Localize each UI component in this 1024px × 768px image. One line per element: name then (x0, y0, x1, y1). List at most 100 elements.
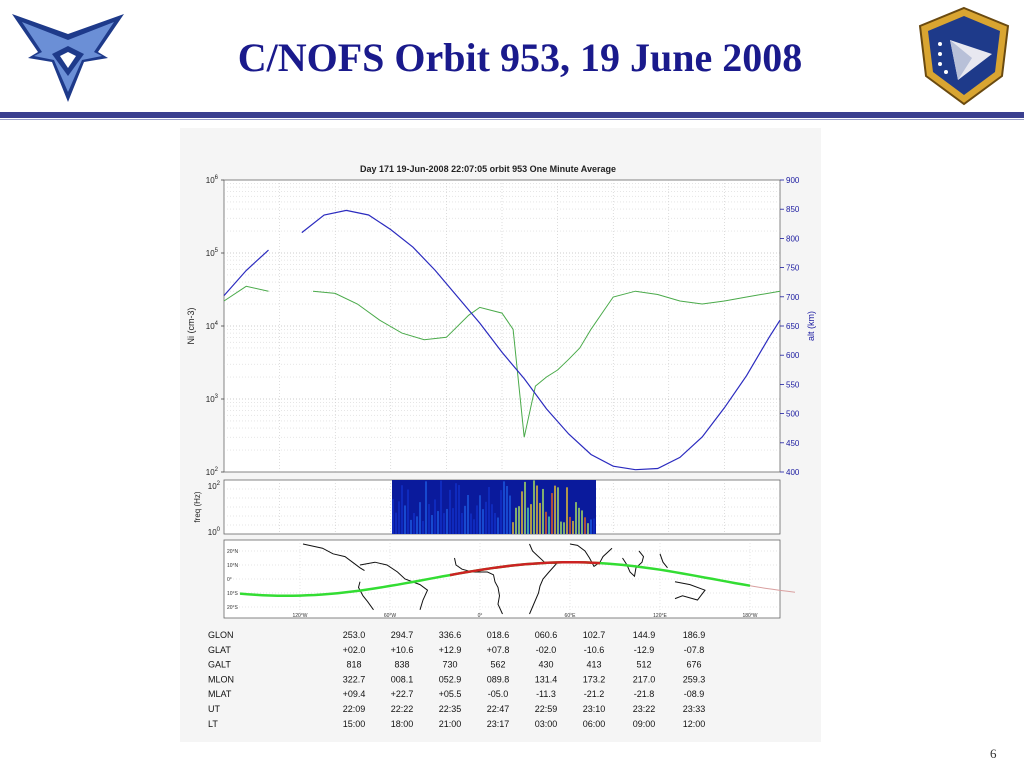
spectrogram-column (551, 493, 553, 534)
figure-panel: Day 171 19-Jun-2008 22:07:05 orbit 953 O… (180, 128, 821, 742)
orbit-table-row-header: GALT (208, 660, 231, 670)
spectrogram-column (521, 491, 523, 534)
orbit-table-cell: 144.9 (633, 630, 656, 640)
right-axis-ticks: 400 450 500 550 600 650 700 750 800 850 900 (780, 176, 800, 477)
spectrogram-column (467, 494, 469, 534)
orbit-table-cell: 730 (442, 660, 457, 670)
spectrogram-column (464, 505, 466, 534)
spectrogram-column (422, 521, 424, 534)
left-axis-tick-label: 105 (206, 248, 219, 258)
spectrogram-column (419, 502, 421, 534)
spectrogram-column (449, 489, 451, 534)
world-map-panel (223, 539, 781, 619)
orbit-table-cell: 22:35 (439, 704, 462, 714)
orbit-table-cell: 512 (636, 660, 651, 670)
spectrogram-column (515, 507, 517, 534)
right-axis-tick-label: 400 (786, 468, 800, 477)
spectrogram-axis-label: freq (Hz) (193, 491, 202, 522)
spectrogram-column (590, 519, 592, 534)
spectrogram-column (488, 486, 490, 534)
spectrogram-column (518, 506, 520, 534)
spectrogram-column (542, 488, 544, 534)
spectrogram-column (557, 487, 559, 534)
orbit-table-cell: 23:22 (633, 704, 656, 714)
spectrogram-column (452, 508, 454, 534)
orbit-table-cell: 676 (686, 660, 701, 670)
spectrogram-column (548, 516, 550, 534)
orbit-table-cell: 21:00 (439, 719, 462, 729)
coastline (529, 543, 558, 615)
orbit-table-cell: 06:00 (583, 719, 606, 729)
spectrogram-column (593, 518, 595, 534)
page-number: 6 (990, 746, 997, 761)
orbit-table-cell: +10.6 (391, 645, 414, 655)
spectrogram-tick-label: 102 (208, 481, 221, 491)
right-axis-tick-label: 600 (786, 351, 800, 360)
orbit-table-cell: -10.6 (584, 645, 605, 655)
spectrogram-column (560, 521, 562, 534)
orbit-table-cell: +22.7 (391, 689, 414, 699)
orbit-table-cell: 173.2 (583, 674, 606, 684)
map-grid (224, 540, 780, 618)
orbit-table-cell: 838 (394, 660, 409, 670)
afrl-shield-logo (912, 4, 1016, 108)
orbit-table-cell: -02.0 (536, 645, 557, 655)
main-plot-grid (224, 180, 780, 472)
left-axis-ticks: 102 103 104 105 106 (206, 175, 224, 477)
spectrogram-column (401, 485, 403, 534)
main-plot-area (223, 179, 781, 473)
spectrogram-column (395, 512, 397, 534)
spectrogram-column (443, 513, 445, 534)
title-divider (0, 112, 1024, 118)
spectrogram-column (404, 505, 406, 534)
orbit-table-cell: 15:00 (343, 719, 366, 729)
spectrogram-column (482, 509, 484, 534)
map-latitude-label: 20°N (227, 549, 239, 555)
spectrogram-column (569, 516, 571, 534)
left-axis-tick-label: 102 (206, 467, 219, 477)
orbit-table-cell: 562 (490, 660, 505, 670)
orbit-table-cell: 336.6 (439, 630, 462, 640)
orbit-table-cell: 186.9 (683, 630, 706, 640)
orbit-table-cell: 12:00 (683, 719, 706, 729)
coastline (674, 581, 706, 601)
left-axis-tick-label: 106 (206, 175, 219, 185)
spectrogram-column (470, 513, 472, 534)
orbit-table-cell: 089.8 (487, 674, 510, 684)
map-longitude-labels: 120°W 60°W 0° 60°E 120°E 180°W (292, 613, 757, 619)
orbit-table-cell: 18:00 (391, 719, 414, 729)
orbit-table-cell: +05.5 (439, 689, 462, 699)
spectrogram-ticks: 100 102 (208, 481, 221, 537)
orbit-table-cell: 22:47 (487, 704, 510, 714)
coastline (454, 557, 503, 615)
spectrogram-column (527, 507, 529, 534)
series-layer (223, 209, 781, 471)
map-latitude-labels: 20°N 10°N 0° 10°S 20°S (227, 549, 239, 611)
left-axis-tick-label: 103 (206, 394, 219, 404)
spectrogram-column (392, 498, 394, 534)
map-longitude-label: 180°W (742, 613, 757, 619)
right-axis-tick-label: 550 (786, 380, 800, 389)
spectrogram-column (575, 502, 577, 534)
map-coastlines (302, 543, 706, 615)
map-latitude-label: 10°S (227, 591, 239, 597)
orbit-table-cell: 23:10 (583, 704, 606, 714)
orbit-table-cell: 102.7 (583, 630, 606, 640)
right-axis-tick-label: 850 (786, 205, 800, 214)
spectrogram-column (497, 517, 499, 534)
orbit-table-row-header: UT (208, 704, 220, 714)
orbit-table-cell: 22:59 (535, 704, 558, 714)
orbit-table-cell: 23:33 (683, 704, 706, 714)
spectrogram-column (491, 504, 493, 534)
map-longitude-label: 60°E (565, 613, 577, 619)
orbit-table-row-header: GLAT (208, 645, 231, 655)
altitude-series-line (301, 209, 781, 471)
right-axis-tick-label: 450 (786, 439, 800, 448)
coastline (359, 561, 429, 610)
spectrogram-column (506, 486, 508, 534)
orbit-table-row-header: GLON (208, 630, 234, 640)
chart-title: Day 171 19-Jun-2008 22:07:05 orbit 953 O… (360, 164, 616, 174)
spectrogram-column (572, 520, 574, 534)
spectrogram-column (539, 502, 541, 534)
spectrogram-column (563, 522, 565, 534)
